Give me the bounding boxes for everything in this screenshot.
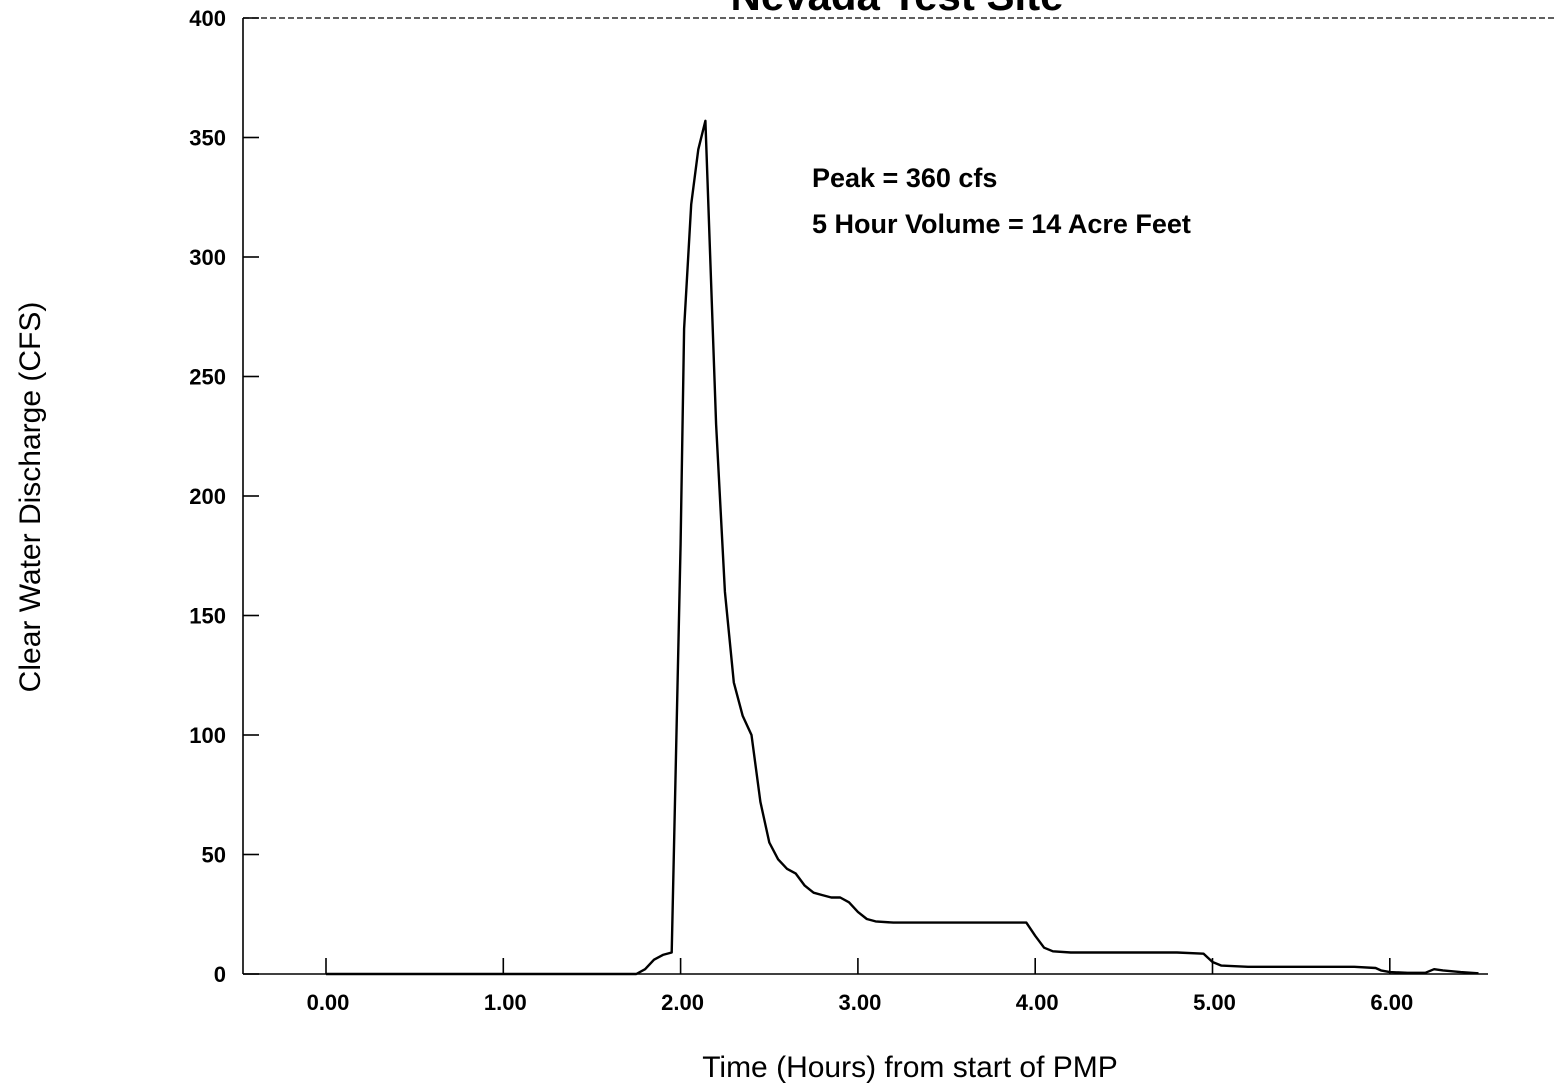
y-tick-label: 300 (189, 245, 226, 270)
x-axis: 0.00 1.00 2.00 3.00 4.00 5.00 6.00 (307, 958, 1413, 1015)
x-tick-label: 0.00 (307, 990, 350, 1015)
x-tick-label: 6.00 (1370, 990, 1413, 1015)
series-group (326, 119, 1479, 976)
annotation-volume: 5 Hour Volume = 14 Acre Feet (812, 209, 1191, 239)
chart-title: Nevada Test Site (730, 0, 1063, 19)
y-tick-label: 400 (189, 6, 226, 31)
y-tick-label: 350 (189, 126, 226, 151)
plot-frame (242, 17, 1556, 975)
y-axis: 0 50 100 150 200 250 300 350 400 (189, 6, 259, 987)
y-tick-label: 100 (189, 723, 226, 748)
x-tick-label: 1.00 (484, 990, 527, 1015)
x-tick-label: 4.00 (1016, 990, 1059, 1015)
y-tick-label: 200 (189, 484, 226, 509)
x-tick-label: 3.00 (838, 990, 881, 1015)
series-line (326, 119, 1479, 976)
annotation-peak: Peak = 360 cfs (812, 163, 997, 193)
x-tick-label: 2.00 (661, 990, 704, 1015)
y-tick-label: 50 (202, 843, 226, 868)
x-axis-title: Time (Hours) from start of PMP (702, 1051, 1118, 1084)
x-tick-label: 5.00 (1193, 990, 1236, 1015)
y-tick-label: 250 (189, 365, 226, 390)
y-tick-label: 0 (214, 962, 226, 987)
y-tick-label: 150 (189, 604, 226, 629)
y-axis-title: Clear Water Discharge (CFS) (14, 302, 47, 693)
